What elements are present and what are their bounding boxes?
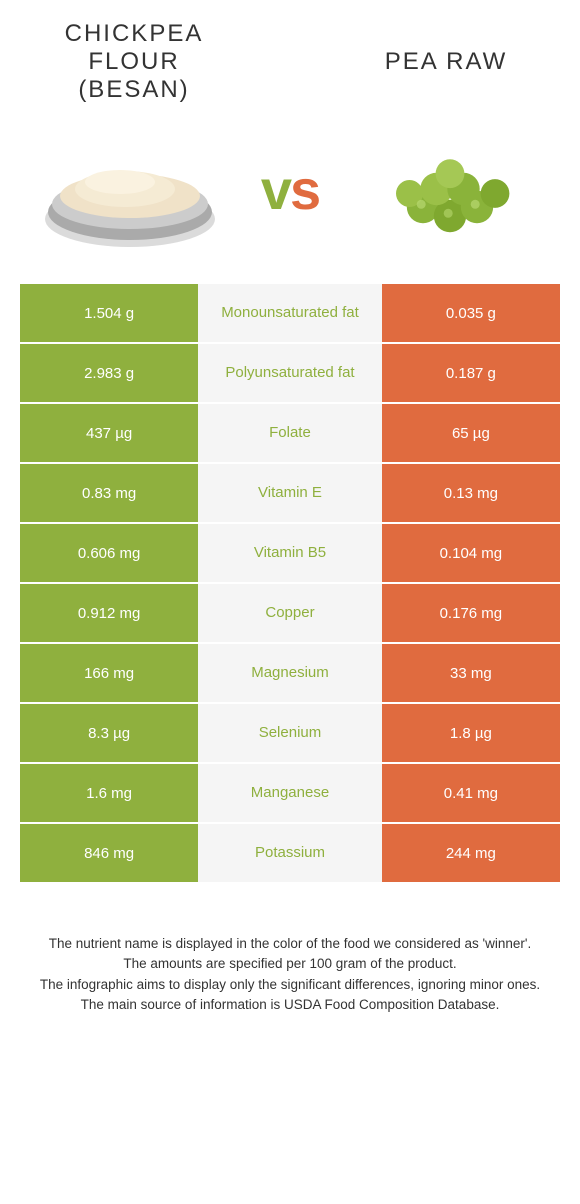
nutrient-name: Vitamin E (198, 464, 382, 522)
right-value: 0.13 mg (382, 464, 560, 522)
table-row: 8.3 µgSelenium1.8 µg (20, 704, 560, 764)
nutrient-name: Polyunsaturated fat (198, 344, 382, 402)
nutrient-name: Magnesium (198, 644, 382, 702)
vs-label: vs (261, 157, 319, 222)
footer-notes: The nutrient name is displayed in the co… (0, 884, 580, 1035)
header: Chickpea flour (besan) Pea raw (0, 0, 580, 114)
footer-line: The infographic aims to display only the… (20, 975, 560, 995)
left-value: 166 mg (20, 644, 198, 702)
footer-line: The main source of information is USDA F… (20, 995, 560, 1015)
footer-line: The amounts are specified per 100 gram o… (20, 954, 560, 974)
nutrient-name: Potassium (198, 824, 382, 882)
right-value: 0.41 mg (382, 764, 560, 822)
nutrient-name: Selenium (198, 704, 382, 762)
right-food-image (350, 124, 550, 254)
right-value: 65 µg (382, 404, 560, 462)
nutrient-table: 1.504 gMonounsaturated fat0.035 g2.983 g… (20, 284, 560, 884)
left-value: 1.504 g (20, 284, 198, 342)
right-value: 0.176 mg (382, 584, 560, 642)
images-row: vs (0, 114, 580, 284)
right-value: 1.8 µg (382, 704, 560, 762)
left-food-title: Chickpea flour (besan) (30, 20, 238, 104)
right-food-title: Pea raw (342, 48, 550, 76)
right-value: 0.035 g (382, 284, 560, 342)
table-row: 166 mgMagnesium33 mg (20, 644, 560, 704)
right-value: 0.104 mg (382, 524, 560, 582)
table-row: 0.606 mgVitamin B50.104 mg (20, 524, 560, 584)
table-row: 846 mgPotassium244 mg (20, 824, 560, 884)
table-row: 1.504 gMonounsaturated fat0.035 g (20, 284, 560, 344)
table-row: 437 µgFolate65 µg (20, 404, 560, 464)
right-value: 244 mg (382, 824, 560, 882)
table-row: 1.6 mgManganese0.41 mg (20, 764, 560, 824)
nutrient-name: Copper (198, 584, 382, 642)
table-row: 2.983 gPolyunsaturated fat0.187 g (20, 344, 560, 404)
left-food-image (30, 124, 230, 254)
left-value: 8.3 µg (20, 704, 198, 762)
table-row: 0.83 mgVitamin E0.13 mg (20, 464, 560, 524)
left-value: 0.912 mg (20, 584, 198, 642)
right-value: 33 mg (382, 644, 560, 702)
left-value: 0.606 mg (20, 524, 198, 582)
nutrient-name: Manganese (198, 764, 382, 822)
left-value: 2.983 g (20, 344, 198, 402)
left-value: 846 mg (20, 824, 198, 882)
nutrient-name: Monounsaturated fat (198, 284, 382, 342)
footer-line: The nutrient name is displayed in the co… (20, 934, 560, 954)
table-row: 0.912 mgCopper0.176 mg (20, 584, 560, 644)
nutrient-name: Folate (198, 404, 382, 462)
nutrient-name: Vitamin B5 (198, 524, 382, 582)
left-value: 0.83 mg (20, 464, 198, 522)
left-value: 437 µg (20, 404, 198, 462)
right-value: 0.187 g (382, 344, 560, 402)
left-value: 1.6 mg (20, 764, 198, 822)
